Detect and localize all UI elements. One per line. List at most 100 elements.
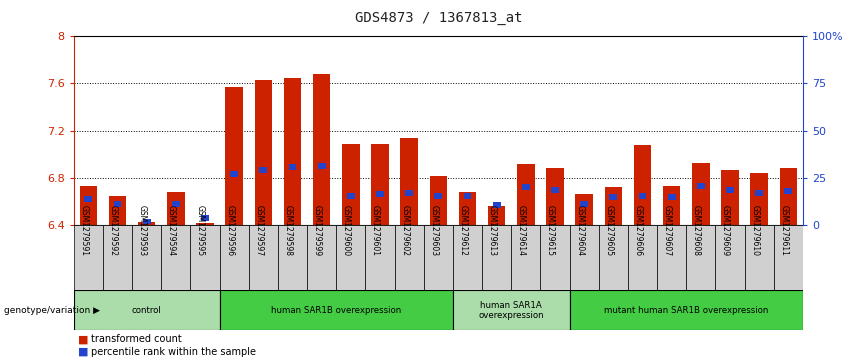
- Bar: [138, 221, 155, 225]
- Text: GSM1279605: GSM1279605: [604, 205, 614, 256]
- Text: GSM1279609: GSM1279609: [721, 205, 730, 256]
- Text: GSM1279604: GSM1279604: [575, 205, 584, 256]
- Bar: [288, 164, 297, 170]
- Text: GSM1279591: GSM1279591: [79, 205, 89, 256]
- Bar: [493, 202, 501, 208]
- Text: human SAR1B overexpression: human SAR1B overexpression: [271, 306, 401, 315]
- Bar: [434, 193, 443, 199]
- Bar: [80, 186, 97, 225]
- Bar: [196, 223, 214, 225]
- Bar: [609, 194, 617, 200]
- Text: GSM1279593: GSM1279593: [138, 205, 147, 256]
- Bar: [424, 225, 453, 290]
- Text: GDS4873 / 1367813_at: GDS4873 / 1367813_at: [355, 11, 522, 25]
- Bar: [230, 171, 238, 177]
- Text: control: control: [132, 306, 161, 315]
- Text: GSM1279592: GSM1279592: [108, 205, 117, 256]
- Bar: [569, 290, 803, 330]
- Bar: [522, 184, 529, 190]
- Bar: [74, 225, 103, 290]
- Text: human SAR1A
overexpression: human SAR1A overexpression: [478, 301, 544, 320]
- Text: ■: ■: [78, 334, 89, 344]
- Bar: [430, 176, 447, 225]
- Bar: [342, 144, 359, 225]
- Bar: [220, 290, 453, 330]
- Bar: [260, 167, 267, 172]
- Bar: [785, 188, 792, 194]
- Bar: [254, 80, 272, 225]
- Bar: [745, 225, 773, 290]
- Text: GSM1279602: GSM1279602: [400, 205, 409, 256]
- Bar: [657, 225, 687, 290]
- Bar: [779, 168, 797, 225]
- Text: GSM1279611: GSM1279611: [779, 205, 788, 256]
- Bar: [226, 87, 243, 225]
- Text: GSM1279603: GSM1279603: [430, 205, 438, 256]
- Bar: [721, 170, 739, 225]
- Text: mutant human SAR1B overexpression: mutant human SAR1B overexpression: [604, 306, 768, 315]
- Text: GSM1279598: GSM1279598: [284, 205, 293, 256]
- Bar: [142, 219, 151, 224]
- Text: genotype/variation ▶: genotype/variation ▶: [4, 306, 101, 315]
- Bar: [132, 225, 161, 290]
- Bar: [511, 225, 541, 290]
- Text: GSM1279597: GSM1279597: [254, 205, 263, 256]
- Bar: [103, 225, 132, 290]
- Bar: [84, 196, 92, 202]
- Bar: [453, 290, 569, 330]
- Bar: [201, 215, 209, 221]
- Bar: [395, 225, 424, 290]
- Text: GSM1279595: GSM1279595: [196, 205, 205, 256]
- Text: GSM1279612: GSM1279612: [458, 205, 468, 256]
- Text: transformed count: transformed count: [91, 334, 182, 344]
- Bar: [347, 193, 355, 199]
- Bar: [400, 138, 418, 225]
- Bar: [755, 190, 763, 196]
- Bar: [284, 78, 301, 225]
- Text: GSM1279606: GSM1279606: [634, 205, 642, 256]
- Bar: [453, 225, 482, 290]
- Text: percentile rank within the sample: percentile rank within the sample: [91, 347, 256, 357]
- Text: GSM1279615: GSM1279615: [546, 205, 555, 256]
- Text: GSM1279601: GSM1279601: [371, 205, 380, 256]
- Bar: [249, 225, 278, 290]
- Text: GSM1279613: GSM1279613: [488, 205, 496, 256]
- Bar: [114, 201, 122, 207]
- Bar: [580, 201, 589, 207]
- Text: GSM1279607: GSM1279607: [662, 205, 672, 256]
- Text: GSM1279600: GSM1279600: [342, 205, 351, 256]
- Bar: [464, 193, 471, 199]
- Bar: [605, 187, 622, 225]
- Bar: [365, 225, 395, 290]
- Bar: [278, 225, 307, 290]
- Bar: [773, 225, 803, 290]
- Text: ■: ■: [78, 347, 89, 357]
- Bar: [405, 190, 413, 196]
- Text: GSM1279608: GSM1279608: [692, 205, 700, 256]
- Bar: [168, 192, 185, 225]
- Bar: [482, 225, 511, 290]
- Bar: [172, 201, 180, 207]
- Bar: [161, 225, 190, 290]
- Text: GSM1279596: GSM1279596: [225, 205, 234, 256]
- Bar: [220, 225, 249, 290]
- Bar: [697, 183, 705, 189]
- Bar: [318, 163, 326, 169]
- Bar: [551, 187, 559, 193]
- Bar: [517, 164, 535, 225]
- Bar: [634, 145, 651, 225]
- Bar: [372, 144, 389, 225]
- Bar: [599, 225, 628, 290]
- Bar: [488, 206, 505, 225]
- Bar: [663, 186, 681, 225]
- Bar: [751, 173, 768, 225]
- Bar: [313, 74, 331, 225]
- Bar: [459, 192, 477, 225]
- Bar: [667, 194, 675, 200]
- Bar: [687, 225, 715, 290]
- Bar: [190, 225, 220, 290]
- Bar: [546, 168, 563, 225]
- Bar: [108, 196, 126, 225]
- Bar: [336, 225, 365, 290]
- Text: GSM1279614: GSM1279614: [516, 205, 526, 256]
